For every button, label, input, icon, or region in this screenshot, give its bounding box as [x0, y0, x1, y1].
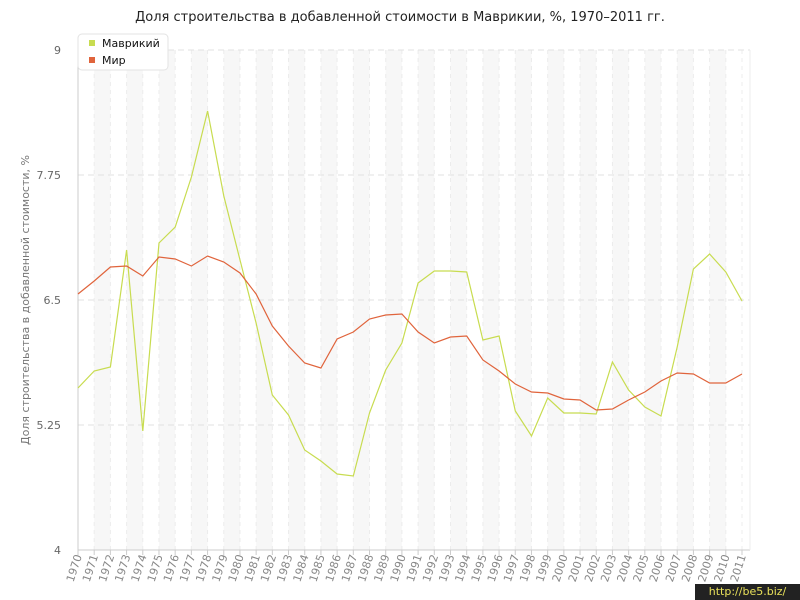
legend-swatch-mauritius [89, 40, 95, 46]
y-tick-label: 4 [54, 544, 61, 557]
legend: Маврикий Мир [77, 33, 169, 71]
series-lines [77, 110, 743, 477]
grid [77, 49, 750, 551]
legend-box [77, 33, 169, 71]
axes [77, 50, 751, 551]
series-line-mauritius [77, 110, 743, 477]
chart-title: Доля строительства в добавленной стоимос… [135, 10, 665, 25]
y-tick-label: 7.75 [37, 169, 62, 182]
legend-label-mauritius: Маврикий [102, 37, 160, 50]
y-tick-label: 5.25 [37, 419, 62, 432]
legend-label-world: Мир [102, 54, 126, 67]
y-tick-label: 9 [54, 44, 61, 57]
series-line-world [77, 255, 743, 411]
watermark-link[interactable]: http://be5.biz/ [695, 584, 800, 600]
y-axis-label: Доля строительства в добавленной стоимос… [19, 155, 32, 445]
y-axis-ticks: 4 5.25 6.5 7.75 9 [37, 44, 62, 557]
x-axis-ticks: 1970197119721973197419751976197719781979… [64, 550, 749, 584]
y-tick-label: 6.5 [44, 294, 62, 307]
legend-swatch-world [89, 57, 95, 63]
